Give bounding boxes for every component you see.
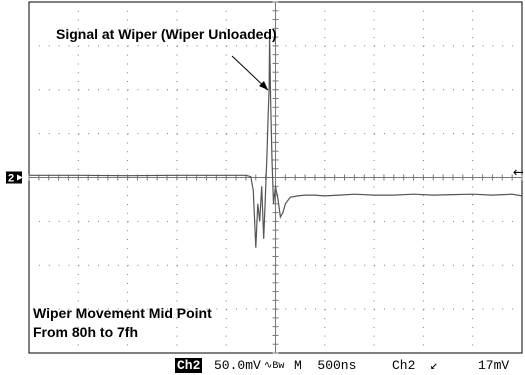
trigger-level: 17mV [478,358,510,373]
timebase: M 500ns [294,358,357,373]
annotation-signal-at-wiper: Signal at Wiper (Wiper Unloaded) [56,26,277,42]
channel-ground-label: 2 [8,173,14,185]
trigger-level-arrow-icon: ← [513,166,524,181]
graticule [28,1,523,354]
annotation-from-80h-to-7fh: From 80h to 7fh [33,324,138,340]
bandwidth-limit-icon: ∿Bw [264,361,285,372]
vertical-scale: 50.0mV [214,358,261,373]
channel-ground-marker [6,171,22,184]
channel-ground-arrow-icon [17,174,23,181]
trigger-source: Ch2 [392,358,416,373]
status-bar: Ch2 50.0mV ∿Bw M 500ns Ch2 ↙ 17mV [0,357,525,375]
annotation-arrowhead [259,81,268,90]
annotation-wiper-movement: Wiper Movement Mid Point [33,305,212,321]
channel-badge: Ch2 [175,358,203,373]
signal-trace [29,34,523,248]
trigger-slope-icon: ↙ [430,358,438,373]
screen-markers: 2 ← [6,166,524,185]
oscilloscope-screen: 2 ← Signal at Wiper (Wiper Unloaded) Wipe… [6,1,524,354]
